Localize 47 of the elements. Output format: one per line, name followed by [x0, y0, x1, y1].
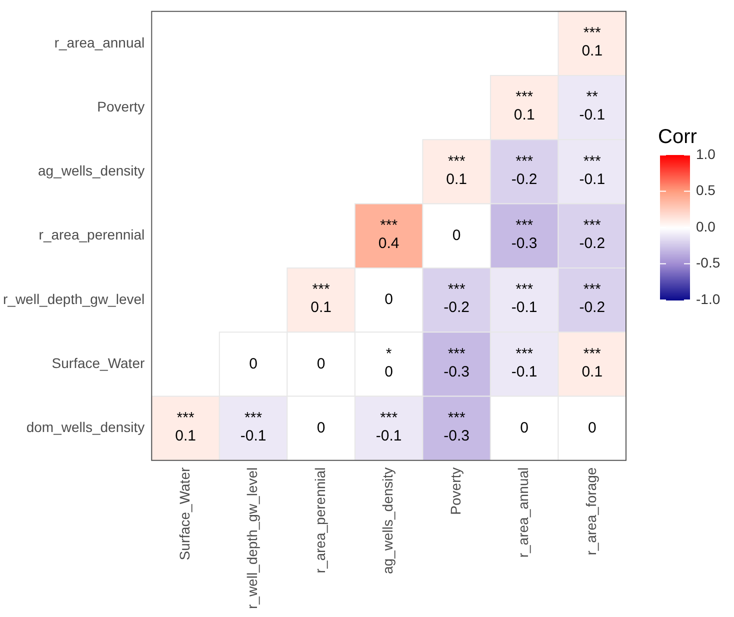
data-label: *** 0.1	[446, 152, 468, 188]
x-tick-label: r_area_forage	[582, 467, 599, 556]
data-label: *** 0.1	[582, 345, 603, 380]
x-tick-label: r_well_depth_gw_level	[244, 467, 260, 610]
data-label: *** -0.1	[579, 152, 606, 188]
color-bar-title: Corr	[658, 126, 698, 148]
data-label: 0	[249, 355, 258, 372]
y-tick-label: Surface_Water	[52, 355, 145, 372]
color-bar-label: -0.5	[696, 254, 720, 271]
data-label: 0	[520, 419, 529, 436]
data-label: ** -0.1	[579, 88, 606, 124]
data-label: *** 0.4	[378, 217, 400, 252]
data-label: *** -0.1	[511, 345, 538, 380]
x-tick-label: r_area_perennial	[312, 467, 328, 574]
color-bar-label: 0.5	[696, 182, 716, 198]
color-bar-label: 0.0	[696, 218, 716, 234]
y-tick-label: r_well_depth_gw_level	[2, 290, 145, 307]
data-label: * 0	[384, 345, 393, 380]
data-label: *** -0.2	[511, 152, 538, 188]
data-label: *** -0.2	[579, 281, 606, 316]
data-label: *** 0.1	[582, 24, 603, 60]
data-label: *** -0.1	[376, 409, 402, 444]
data-label: *** -0.3	[444, 345, 470, 380]
x-tick-label: ag_wells_density	[380, 467, 396, 574]
data-label: 0	[316, 355, 326, 372]
data-label: *** -0.3	[511, 217, 538, 252]
y-tick-label: r_area_annual	[54, 34, 145, 50]
y-tick-label: dom_wells_density	[26, 419, 145, 436]
data-label: *** -0.1	[511, 281, 538, 316]
color-bar-label: 1.0	[696, 146, 716, 162]
data-label: *** -0.3	[444, 409, 470, 444]
x-tick-label: Poverty	[447, 467, 464, 515]
y-tick-label: r_area_perennial	[38, 226, 145, 243]
x-tick-label: r_area_annual	[515, 467, 532, 558]
y-tick-label: ag_wells_density	[38, 162, 145, 179]
color-bar-label: -1.0	[696, 290, 720, 307]
y-tick-label: Poverty	[97, 98, 145, 114]
data-label: *** -0.2	[579, 217, 606, 252]
data-label: 0	[384, 291, 393, 308]
data-label: *** 0.1	[310, 281, 332, 316]
data-label: *** -0.1	[240, 409, 266, 444]
data-label: 0	[452, 227, 461, 244]
data-label: *** 0.1	[175, 409, 196, 444]
data-label: *** 0.1	[514, 88, 535, 124]
data-label: 0	[588, 419, 596, 436]
data-label: *** -0.2	[444, 281, 470, 316]
data-label: 0	[316, 419, 326, 436]
